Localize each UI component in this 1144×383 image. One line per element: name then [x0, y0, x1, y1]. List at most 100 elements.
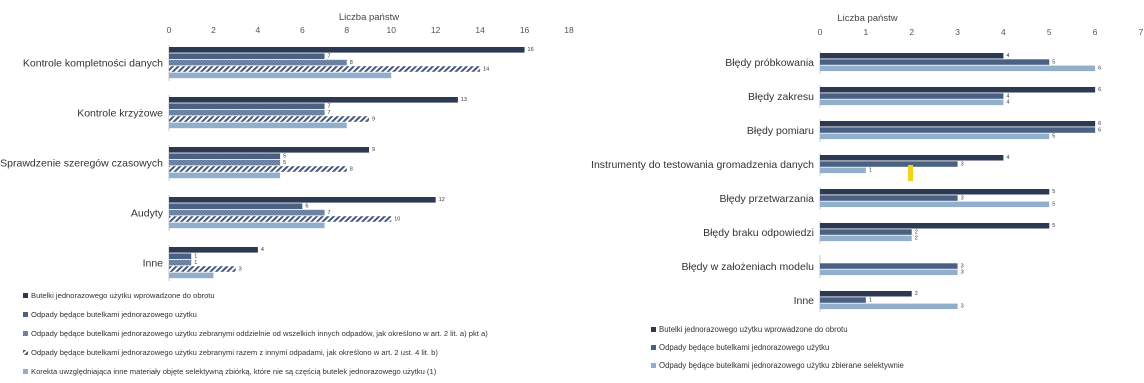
x-tick-label: 4 — [1001, 27, 1006, 37]
bar — [820, 93, 1004, 99]
data-label: 4 — [1006, 155, 1009, 161]
bar — [169, 153, 281, 159]
bar — [820, 229, 912, 235]
bar — [169, 259, 192, 266]
bar — [820, 167, 866, 174]
category-label: Inne — [143, 258, 164, 270]
bar — [820, 263, 958, 269]
bar — [820, 189, 1050, 195]
bar — [820, 297, 866, 303]
data-label: 10 — [394, 216, 400, 222]
data-label: 3 — [961, 304, 964, 310]
data-label: 1 — [194, 254, 197, 260]
axis-title: Liczba państw — [837, 13, 897, 24]
legend-label: Butelki jednorazowego użytku wprowadzone… — [659, 325, 848, 334]
x-tick-label: 14 — [475, 25, 485, 35]
data-label: 4 — [1006, 93, 1009, 99]
bar — [820, 53, 1004, 59]
x-tick-label: 2 — [909, 27, 914, 37]
category-label: Błędy braku odpowiedzi — [703, 227, 814, 239]
bar — [169, 97, 458, 103]
bar — [820, 269, 958, 276]
legend-swatch — [651, 327, 656, 332]
category-label: Inne — [794, 295, 815, 307]
data-label: 3 — [961, 161, 964, 167]
data-label: 7 — [328, 54, 331, 60]
bar — [820, 59, 1050, 65]
data-label: 9 — [372, 147, 375, 153]
bar — [169, 116, 369, 122]
x-tick-label: 18 — [564, 25, 574, 35]
category-label: Sprawdzenie szeregów czasowych — [0, 158, 163, 170]
legend-label: Odpady będące butelkami jednorazowego uż… — [31, 348, 438, 357]
data-label: 5 — [1052, 59, 1055, 65]
data-label: 6 — [1098, 66, 1101, 72]
data-label: 2 — [915, 229, 918, 235]
legend-swatch — [651, 345, 656, 350]
data-label: 6 — [305, 204, 308, 210]
bar — [169, 53, 325, 59]
bar — [169, 266, 236, 272]
bar — [820, 235, 912, 242]
data-label: 5 — [1052, 134, 1055, 140]
category-label: Błędy w założeniach modelu — [682, 261, 815, 273]
axis-title: Liczba państw — [339, 12, 399, 23]
bar — [820, 133, 1050, 140]
legend-swatch — [23, 331, 28, 336]
data-label: 6 — [1098, 121, 1101, 127]
bar — [169, 159, 281, 166]
bar — [820, 303, 958, 310]
x-tick-label: 16 — [520, 25, 530, 35]
legend-label: Odpady będące butelkami jednorazowego uż… — [31, 329, 488, 338]
bar — [169, 209, 325, 216]
category-label: Instrumenty do testowania gromadzenia da… — [591, 159, 814, 171]
data-label: 3 — [961, 270, 964, 276]
legend-label: Odpady będące butelkami jednorazowego uż… — [31, 310, 197, 319]
x-tick-label: 6 — [300, 25, 305, 35]
bar — [169, 72, 392, 79]
x-tick-label: 6 — [1093, 27, 1098, 37]
x-tick-label: 5 — [1047, 27, 1052, 37]
bar — [820, 291, 912, 297]
data-label: 1 — [869, 168, 872, 174]
legend-label: Odpady będące butelkami jednorazowego uż… — [659, 361, 904, 370]
data-label: 4 — [1006, 100, 1009, 106]
bar — [169, 166, 347, 172]
bar — [169, 109, 325, 116]
bar — [820, 127, 1096, 133]
bar — [820, 223, 1050, 229]
x-tick-label: 7 — [1139, 27, 1144, 37]
data-label: 7 — [328, 104, 331, 110]
bar — [820, 121, 1096, 127]
bar — [169, 216, 392, 222]
x-tick-label: 3 — [955, 27, 960, 37]
x-tick-label: 8 — [344, 25, 349, 35]
category-label: Błędy próbkowania — [725, 57, 814, 69]
data-label: 3 — [961, 195, 964, 201]
bar — [169, 203, 303, 209]
legend-swatch — [23, 350, 28, 355]
highlight-marker — [908, 165, 913, 181]
data-label: 2 — [915, 236, 918, 242]
bar — [169, 66, 481, 72]
x-tick-label: 12 — [431, 25, 441, 35]
data-label: 16 — [528, 47, 534, 53]
category-label: Audyty — [131, 208, 164, 220]
data-label: 1 — [869, 297, 872, 303]
data-label: 4 — [261, 247, 264, 253]
data-label: 2 — [915, 291, 918, 297]
category-label: Kontrole krzyżowe — [77, 108, 163, 120]
data-label: 14 — [483, 66, 489, 72]
category-label: Błędy pomiaru — [747, 125, 814, 137]
bar — [820, 195, 958, 201]
bar — [169, 59, 347, 66]
bar — [169, 197, 436, 203]
data-label: 8 — [350, 166, 353, 172]
data-label: 4 — [1006, 53, 1009, 59]
bar — [820, 65, 1096, 72]
data-label: 5 — [1052, 223, 1055, 229]
x-tick-label: 0 — [818, 27, 823, 37]
bar — [169, 147, 369, 153]
